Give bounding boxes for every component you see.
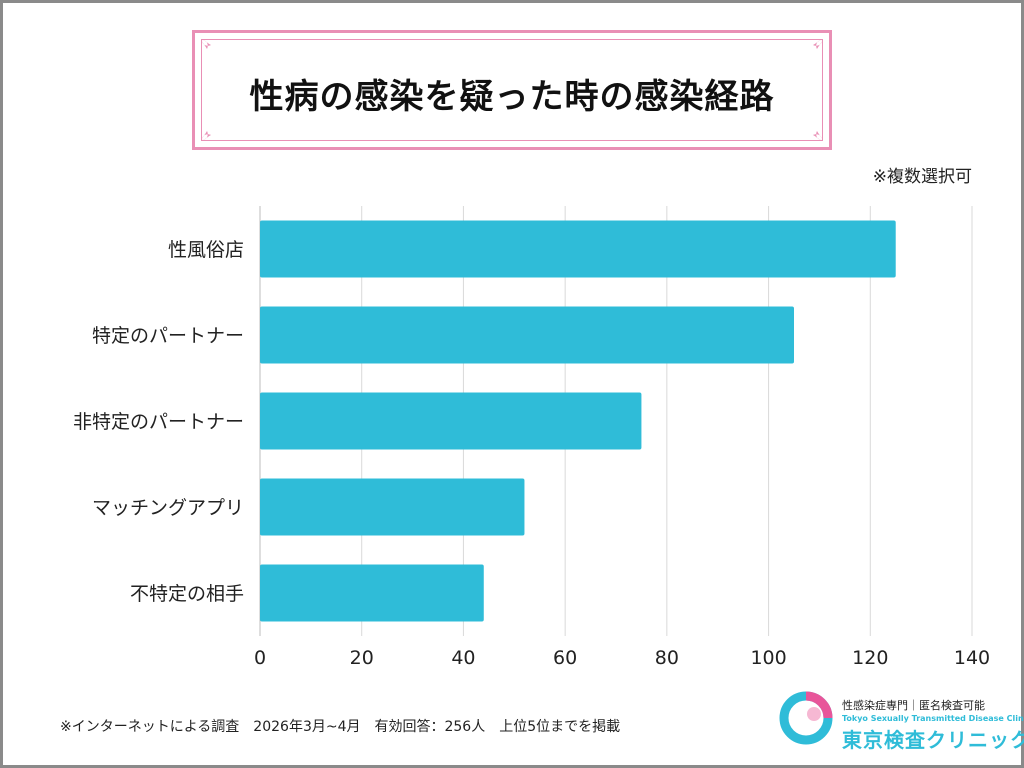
bar	[260, 564, 484, 622]
bar	[260, 478, 525, 536]
x-tick-label: 20	[350, 647, 374, 669]
chart-title: 性病の感染を疑った時の感染経路	[249, 77, 775, 117]
category-label: 非特定のパートナー	[73, 411, 244, 433]
x-tick-label: 40	[451, 647, 475, 669]
clinic-logo-icon	[779, 691, 833, 745]
category-label: 性風俗店	[168, 239, 244, 261]
logo-name-japanese: 東京検査クリニック	[842, 728, 1024, 752]
multiple-choice-note: ※複数選択可	[872, 167, 972, 187]
bar-layer	[260, 220, 896, 622]
x-tick-label: 140	[954, 647, 990, 669]
corner-ornament-icon	[813, 131, 822, 140]
corner-ornament-icon	[202, 40, 211, 49]
title-frame: 性病の感染を疑った時の感染経路	[192, 30, 832, 150]
category-label: 不特定の相手	[130, 583, 244, 605]
logo-tagline: 性感染症専門｜匿名検査可能	[842, 699, 985, 712]
x-tick-label: 0	[254, 647, 266, 669]
corner-ornament-icon	[813, 40, 822, 49]
survey-footnote: ※インターネットによる調査 2026年3月~4月 有効回答：256人 上位5位ま…	[60, 719, 621, 735]
category-label: マッチングアプリ	[92, 497, 244, 519]
bar	[260, 220, 896, 278]
title-inner-border	[201, 39, 823, 141]
x-tick-label: 60	[553, 647, 577, 669]
x-axis-ticks: 0 20 40 60 80 100 120 140	[254, 647, 990, 669]
bar	[260, 392, 642, 450]
x-tick-label: 100	[750, 647, 786, 669]
bar	[260, 306, 794, 364]
logo-name-english: Tokyo Sexually Transmitted Disease Clini…	[842, 714, 1024, 723]
x-tick-label: 80	[655, 647, 679, 669]
category-label: 特定のパートナー	[92, 325, 244, 347]
x-tick-label: 120	[852, 647, 888, 669]
corner-ornament-icon	[202, 131, 211, 140]
